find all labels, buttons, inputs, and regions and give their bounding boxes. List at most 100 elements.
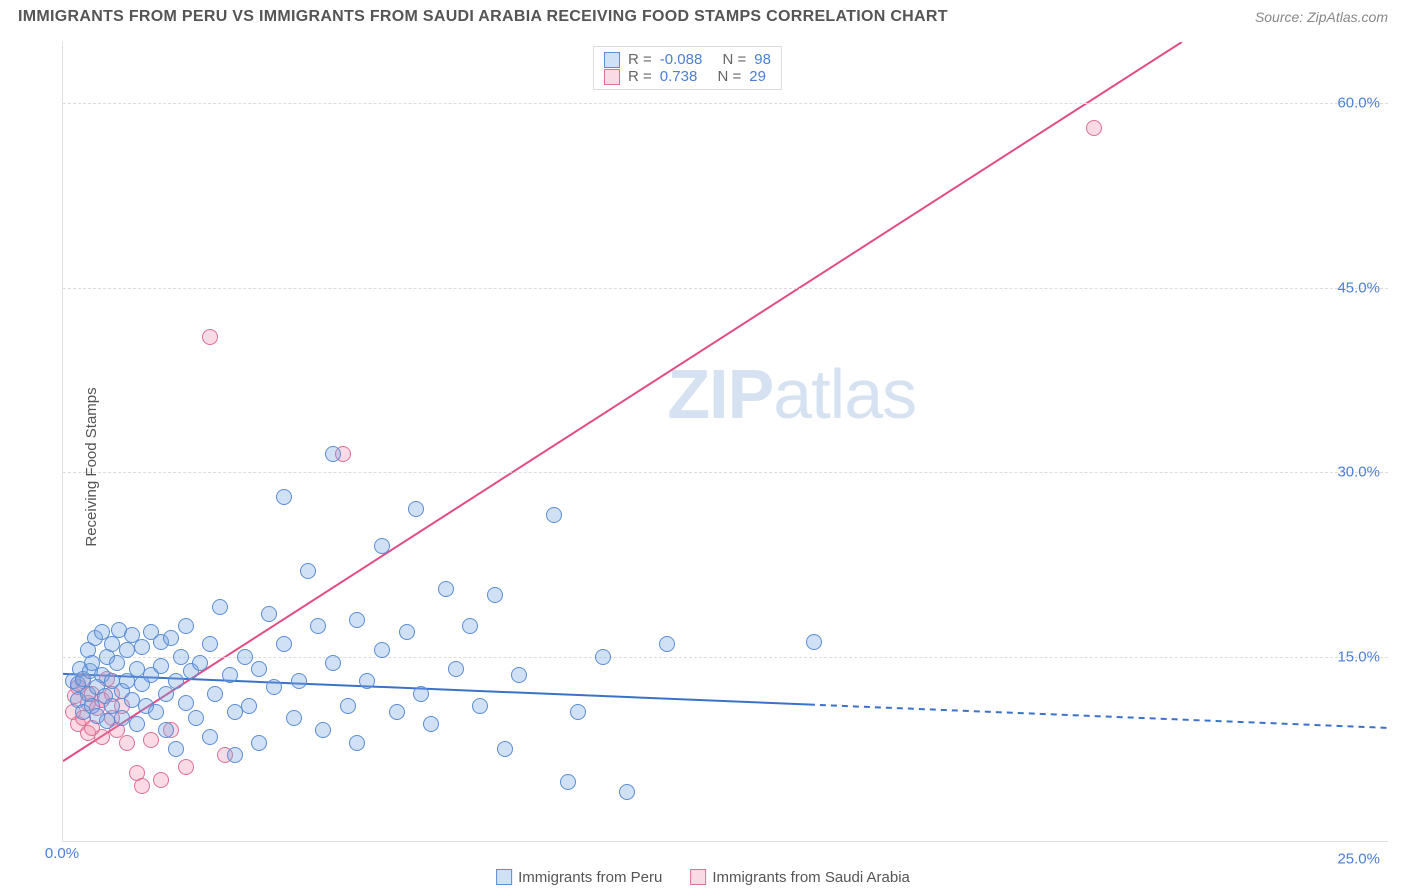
data-point <box>178 618 194 634</box>
data-point <box>408 501 424 517</box>
chart-header: IMMIGRANTS FROM PERU VS IMMIGRANTS FROM … <box>0 0 1406 30</box>
data-point <box>325 655 341 671</box>
data-point <box>472 698 488 714</box>
data-point <box>222 667 238 683</box>
watermark: ZIPatlas <box>667 354 916 434</box>
data-point <box>659 636 675 652</box>
data-point <box>227 704 243 720</box>
ytick-label: 60.0% <box>1337 95 1380 112</box>
data-point <box>286 710 302 726</box>
data-point <box>153 772 169 788</box>
data-point <box>399 624 415 640</box>
data-point <box>99 713 115 729</box>
grid-line <box>63 288 1388 289</box>
grid-line <box>63 103 1388 104</box>
data-point <box>202 729 218 745</box>
data-point <box>178 759 194 775</box>
data-point <box>261 606 277 622</box>
swatch-pink <box>604 69 620 85</box>
data-point <box>374 642 390 658</box>
data-point <box>448 661 464 677</box>
stats-row-peru: R = -0.088 N = 98 <box>604 51 771 68</box>
data-point <box>806 634 822 650</box>
data-point <box>546 507 562 523</box>
data-point <box>163 630 179 646</box>
data-point <box>129 661 145 677</box>
data-point <box>570 704 586 720</box>
data-point <box>374 538 390 554</box>
data-point <box>207 686 223 702</box>
ytick-label: 45.0% <box>1337 279 1380 296</box>
data-point <box>291 673 307 689</box>
data-point <box>153 658 169 674</box>
data-point <box>462 618 478 634</box>
data-point <box>487 587 503 603</box>
data-point <box>124 692 140 708</box>
data-point <box>158 722 174 738</box>
data-point <box>310 618 326 634</box>
regression-lines <box>63 42 1388 841</box>
data-point <box>212 599 228 615</box>
data-point <box>241 698 257 714</box>
data-point <box>340 698 356 714</box>
data-point <box>413 686 429 702</box>
data-point <box>134 778 150 794</box>
data-point <box>497 741 513 757</box>
data-point <box>438 581 454 597</box>
data-point <box>104 636 120 652</box>
data-point <box>251 661 267 677</box>
data-point <box>266 679 282 695</box>
grid-line <box>63 472 1388 473</box>
stats-legend: R = -0.088 N = 98 R = 0.738 N = 29 <box>593 46 782 90</box>
data-point <box>300 563 316 579</box>
data-point <box>94 729 110 745</box>
data-point <box>276 489 292 505</box>
x-right-label: 25.0% <box>1337 851 1380 868</box>
ytick-label: 30.0% <box>1337 464 1380 481</box>
data-point <box>119 642 135 658</box>
swatch-blue <box>496 869 512 885</box>
swatch-blue <box>604 52 620 68</box>
data-point <box>173 649 189 665</box>
legend-item-saudi: Immigrants from Saudi Arabia <box>690 869 910 886</box>
data-point <box>178 695 194 711</box>
data-point <box>168 673 184 689</box>
chart-title: IMMIGRANTS FROM PERU VS IMMIGRANTS FROM … <box>18 8 948 26</box>
data-point <box>237 649 253 665</box>
data-point <box>227 747 243 763</box>
data-point <box>202 636 218 652</box>
legend-item-peru: Immigrants from Peru <box>496 869 662 886</box>
data-point <box>251 735 267 751</box>
series-legend: Immigrants from Peru Immigrants from Sau… <box>496 869 910 886</box>
data-point <box>511 667 527 683</box>
data-point <box>349 735 365 751</box>
x-origin-label: 0.0% <box>45 845 79 862</box>
data-point <box>202 329 218 345</box>
data-point <box>276 636 292 652</box>
data-point <box>315 722 331 738</box>
data-point <box>359 673 375 689</box>
data-point <box>168 741 184 757</box>
data-point <box>1086 120 1102 136</box>
data-point <box>148 704 164 720</box>
data-point <box>129 716 145 732</box>
data-point <box>325 446 341 462</box>
data-point <box>134 639 150 655</box>
swatch-pink <box>690 869 706 885</box>
data-point <box>619 784 635 800</box>
grid-line <box>63 657 1388 658</box>
data-point <box>349 612 365 628</box>
stats-row-saudi: R = 0.738 N = 29 <box>604 68 771 85</box>
data-point <box>188 710 204 726</box>
chart-container: Receiving Food Stamps ZIPatlas R = -0.08… <box>18 42 1388 892</box>
data-point <box>595 649 611 665</box>
data-point <box>119 735 135 751</box>
data-point <box>389 704 405 720</box>
ytick-label: 15.0% <box>1337 648 1380 665</box>
data-point <box>423 716 439 732</box>
data-point <box>560 774 576 790</box>
data-point <box>192 655 208 671</box>
plot-area: ZIPatlas R = -0.088 N = 98 R = 0.738 N =… <box>62 42 1388 842</box>
data-point <box>114 710 130 726</box>
source-label: Source: ZipAtlas.com <box>1255 9 1388 25</box>
